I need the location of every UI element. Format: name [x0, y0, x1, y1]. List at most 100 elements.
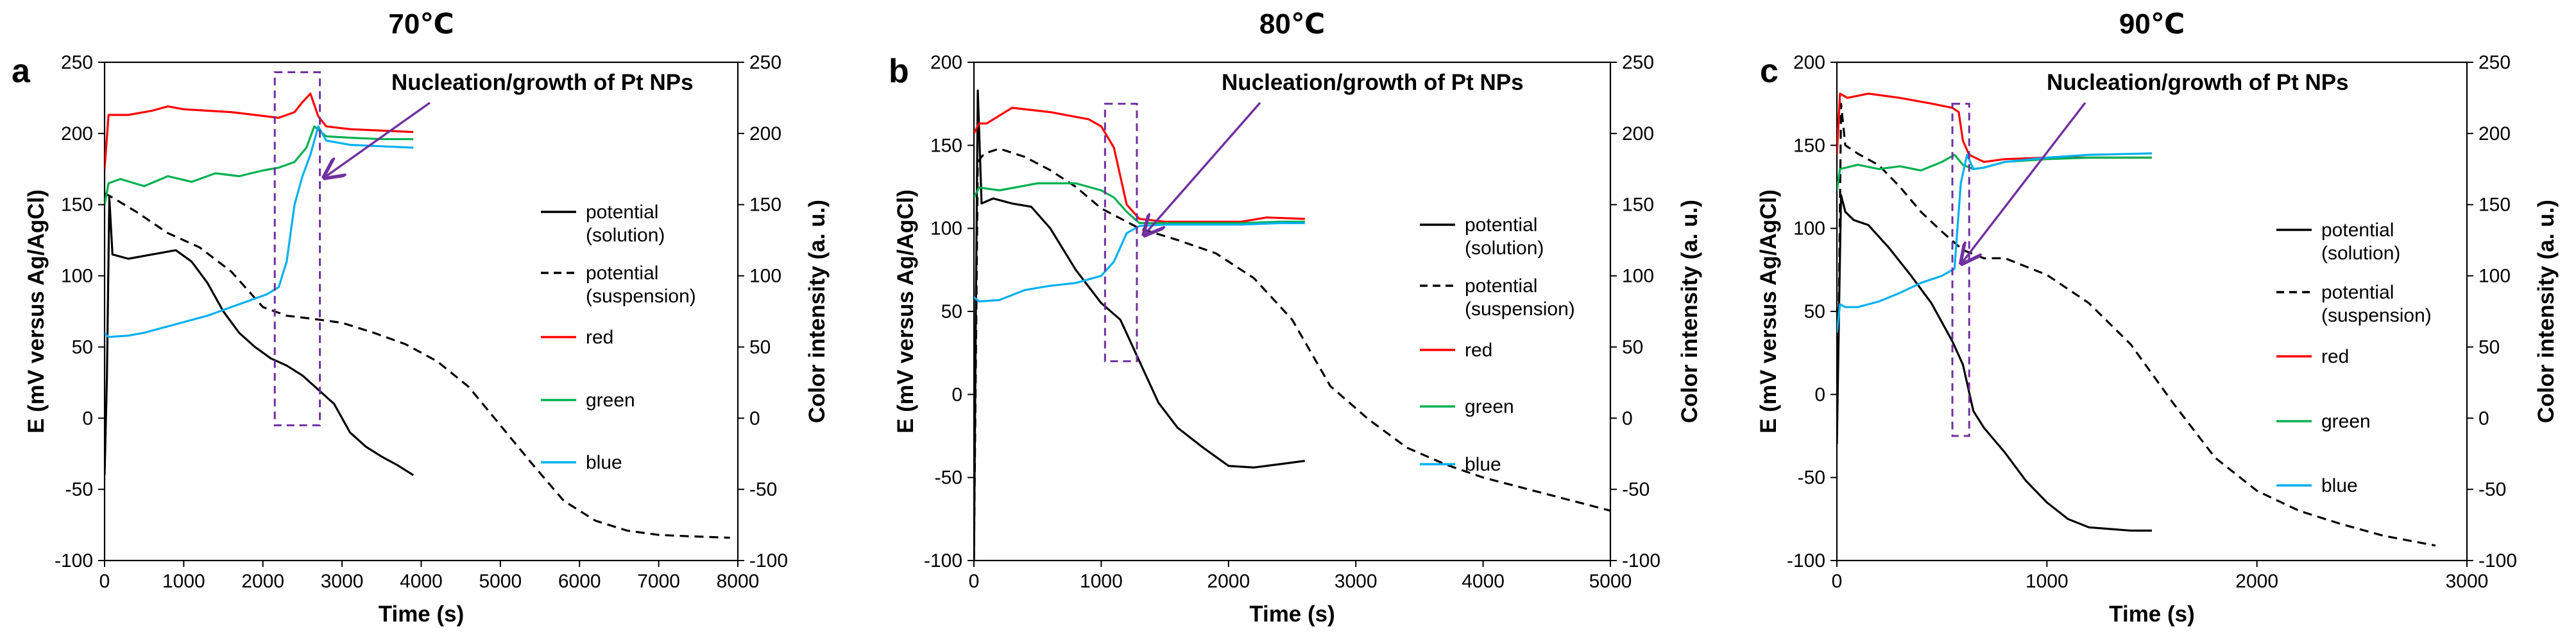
- legend-label: potential (solution): [586, 202, 665, 246]
- legend-label: potential (suspension): [2321, 282, 2432, 326]
- legend-label: potential (solution): [2321, 220, 2400, 264]
- annotation-arrow: [1963, 101, 2086, 261]
- x-tick-label: 2000: [1207, 571, 1250, 592]
- legend-label: blue: [2321, 475, 2358, 496]
- y-left-tick-label: 50: [72, 336, 93, 358]
- x-tick-label: 0: [969, 571, 980, 592]
- chart-panel-c: 0 1000 2000 3000-100-50050100150200-100-500…: [1756, 8, 2559, 627]
- series-group: [105, 92, 730, 539]
- y-left-tick-label: 250: [61, 52, 93, 73]
- legend-label: potential (suspension): [1465, 275, 1575, 320]
- series-line-blue: [1837, 152, 2153, 333]
- x-tick-label: 3000: [321, 571, 364, 592]
- x-tick-label: 2000: [2235, 571, 2278, 592]
- x-tick-label: 5000: [1589, 571, 1632, 592]
- annotation-text: Nucleation/growth of Pt NPs: [391, 70, 694, 95]
- legend-label: potential (suspension): [586, 263, 696, 307]
- y-right-tick-label: 150: [2478, 195, 2511, 216]
- y-right-tick-label: 0: [1622, 408, 1633, 429]
- panel-letter: b: [889, 53, 909, 90]
- series-line-potential-suspension: [974, 147, 1610, 561]
- y-left-tick-label: 0: [82, 408, 93, 429]
- legend-label: potential (solution): [1465, 214, 1544, 259]
- series-line-potential-solution: [1837, 194, 2152, 532]
- legend-label: green: [1465, 396, 1514, 417]
- y-right-tick-label: -50: [2478, 479, 2506, 500]
- x-tick-label: 3000: [1335, 571, 1378, 592]
- series-line-blue: [105, 125, 414, 338]
- x-axis-title: Time (s): [2109, 602, 2195, 627]
- legend-label: blue: [1465, 454, 1501, 475]
- x-tick-label: 1000: [162, 571, 205, 592]
- x-tick-label: 1000: [2026, 571, 2068, 592]
- y-left-tick-label: -50: [1798, 467, 1825, 489]
- y-left-tick-label: -50: [65, 479, 93, 500]
- y-right-tick-label: 50: [749, 336, 771, 358]
- plot-frame: [103, 61, 739, 562]
- legend-label: blue: [586, 452, 622, 473]
- x-tick-label: 6000: [558, 571, 601, 592]
- x-tick-label: 8000: [717, 571, 760, 592]
- series-group: [974, 89, 1610, 561]
- y-right-axis-title: Color intensity (a. u.): [2534, 200, 2559, 423]
- highlight-box: [1951, 103, 1970, 437]
- y-right-tick-label: 50: [2478, 336, 2500, 358]
- y-left-axis-title: E (mV versus Ag/AgCl): [893, 189, 918, 433]
- y-right-axis-title: Color intensity (a. u.): [805, 200, 830, 423]
- y-left-tick-label: -50: [935, 467, 962, 489]
- y-right-tick-label: 50: [1622, 336, 1643, 358]
- x-tick-label: 0: [1832, 571, 1843, 592]
- y-right-tick-label: 200: [1622, 123, 1654, 144]
- annotation-text: Nucleation/growth of Pt NPs: [2047, 70, 2349, 95]
- x-tick-label: 4000: [400, 571, 443, 592]
- x-tick-label: 3000: [2446, 571, 2489, 592]
- y-left-tick-label: 0: [1814, 384, 1825, 405]
- series-line-potential-suspension: [105, 192, 730, 539]
- y-left-tick-label: 200: [930, 52, 962, 73]
- y-left-axis-title: E (mV versus Ag/AgCl): [1756, 189, 1781, 433]
- panel-letter: a: [12, 53, 31, 90]
- y-left-tick-label: -100: [55, 550, 93, 571]
- chart-panel-b: 0 1000 2000 3000 4000 5000-100-50050100150200…: [889, 8, 1702, 627]
- series-line-red: [1837, 92, 2152, 163]
- legend-label: green: [586, 390, 635, 411]
- series-line-red: [974, 107, 1305, 223]
- panel-title: 80℃: [1259, 8, 1325, 40]
- panel-letter: c: [1760, 53, 1778, 90]
- x-tick-label: 5000: [479, 571, 522, 592]
- y-left-tick-label: 100: [1793, 218, 1825, 239]
- y-right-tick-label: -50: [749, 479, 777, 500]
- panel-title: 90℃: [2119, 8, 2185, 40]
- x-axis-title: Time (s): [1249, 602, 1335, 627]
- y-right-tick-label: 100: [2478, 266, 2511, 287]
- y-right-tick-label: 0: [2478, 408, 2489, 429]
- annotation-text: Nucleation/growth of Pt NPs: [1222, 70, 1524, 95]
- legend-label: red: [2321, 346, 2349, 367]
- legend-label: red: [1465, 340, 1492, 361]
- highlight-box: [273, 71, 321, 426]
- annotation-arrow: [326, 101, 431, 176]
- x-tick-label: 4000: [1462, 571, 1505, 592]
- y-right-tick-label: 150: [1622, 195, 1654, 216]
- y-right-tick-label: 100: [749, 266, 781, 287]
- x-tick-label: 2000: [241, 571, 284, 592]
- series-line-green: [105, 125, 414, 205]
- series-line-red: [105, 92, 414, 170]
- series-line-blue: [974, 222, 1305, 303]
- y-left-tick-label: -100: [924, 550, 962, 571]
- y-left-tick-label: -100: [1787, 550, 1825, 571]
- chart-panel-a: 0 1000 2000 3000 4000 5000 6000 7000 8000-100-50…: [12, 8, 830, 627]
- series-line-potential-suspension: [1837, 103, 2436, 547]
- y-right-tick-label: -100: [1622, 550, 1660, 571]
- y-right-tick-label: 0: [749, 408, 760, 429]
- y-left-tick-label: 200: [61, 123, 93, 144]
- annotation-arrow: [1146, 101, 1261, 233]
- highlight-box: [1104, 103, 1138, 363]
- series-line-potential-solution: [974, 89, 1306, 561]
- y-right-tick-label: 150: [749, 195, 781, 216]
- legend-label: red: [586, 327, 613, 348]
- y-left-tick-label: 150: [61, 195, 93, 216]
- y-left-tick-label: 150: [1793, 135, 1825, 156]
- y-left-tick-label: 100: [61, 266, 93, 287]
